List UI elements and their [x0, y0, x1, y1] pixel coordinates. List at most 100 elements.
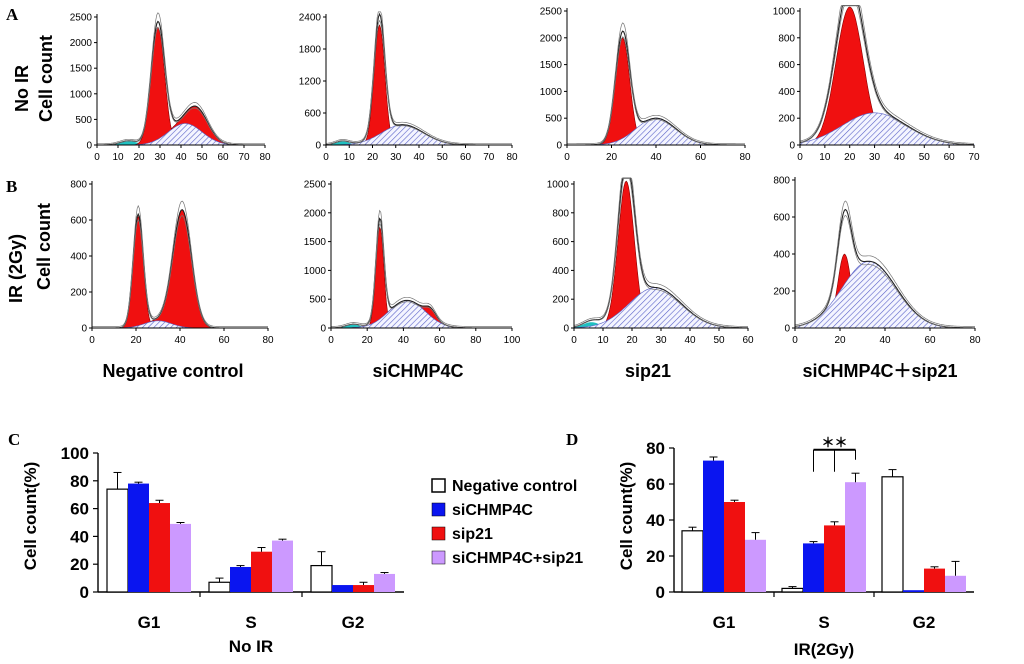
- y-tick-label: 20: [70, 555, 89, 574]
- bar-charts: 0 20 40 60 80 100 G1 S G2 Cell count(%) No IR 0 20 40…: [21, 435, 974, 659]
- y-tick-label: 400: [778, 87, 795, 98]
- bar-chart-C: 0 20 40 60 80 100 G1 S G2 Cell count(%) No IR: [21, 444, 404, 656]
- bar: [924, 568, 945, 592]
- x-tick-label: 0: [564, 152, 570, 163]
- x-tick-label: 0: [792, 335, 798, 346]
- x-tick-label: 0: [94, 152, 100, 163]
- y-tick-label: 1200: [299, 77, 322, 88]
- bar: [681, 530, 704, 593]
- y-tick-label: 0: [320, 324, 326, 335]
- y-tick-label: 2000: [70, 38, 93, 49]
- bar: [149, 503, 170, 592]
- y-tick-label: 2500: [304, 180, 327, 191]
- bar: [881, 476, 904, 593]
- y-tick-label: 1000: [540, 87, 563, 98]
- legend-label-negative-control: Negative control: [452, 478, 577, 495]
- x-tick-label: 80: [739, 152, 751, 163]
- y-tick-label: 0: [315, 141, 321, 152]
- y-tick-label: 600: [70, 216, 87, 227]
- x-tick-label: 50: [713, 335, 725, 346]
- bar: [903, 590, 924, 592]
- x-tick-label: 60: [695, 152, 707, 163]
- x-tick-label: 80: [969, 335, 981, 346]
- y-tick-label: 600: [778, 60, 795, 71]
- x-tick-label: 0: [323, 152, 329, 163]
- x-tick-label: 80: [259, 152, 271, 163]
- y-tick-label: 2400: [299, 13, 322, 24]
- histogram-2: 0 600 1200 1800 2400 0 10 20 30 40 50 60 70 80: [299, 11, 518, 163]
- legend-swatch-sichmp4c: [431, 502, 446, 517]
- y-tick-label: 2000: [540, 33, 563, 44]
- y-tick-label: 200: [70, 288, 87, 299]
- histogram-fit-line: [325, 12, 512, 146]
- s-phase-area: [573, 287, 749, 329]
- y-tick-label: 400: [552, 266, 569, 277]
- y-tick-label: 200: [778, 114, 795, 125]
- x-tick-label: 100: [504, 335, 521, 346]
- x-tick-label: 60: [460, 152, 472, 163]
- histogram-5: 0 200 400 600 800 0 20 40 60 80: [70, 180, 274, 347]
- histogram-fit-line: [331, 209, 512, 327]
- x-tick-label: 70: [238, 152, 250, 163]
- y-tick-label: 1500: [304, 237, 327, 248]
- legend-label-sip21: sip21: [452, 526, 493, 543]
- row-label-ir: IR (2Gy): [6, 234, 26, 303]
- row-label-cell-count-b: Cell count: [34, 203, 54, 290]
- y-tick-label: 0: [789, 141, 795, 152]
- x-tick-label: 40: [684, 335, 696, 346]
- panel-label-c: C: [8, 430, 20, 449]
- row-label-cell-count-a: Cell count: [36, 35, 56, 122]
- bar: [353, 585, 374, 592]
- y-tick-label: 0: [784, 324, 790, 335]
- histogram-3: 0 500 1000 1500 2000 2500 0 20 40 60 80: [540, 7, 751, 164]
- histogram-4: 0 200 400 600 800 1000 0 10 20 30 40 50 60 70: [773, 5, 980, 163]
- x-tick-label: 30: [390, 152, 402, 163]
- y-tick-label: 800: [778, 33, 795, 44]
- y-tick-label: 20: [646, 547, 665, 566]
- legend-label-combo: siCHMP4C+sip21: [452, 550, 583, 567]
- s-phase-area: [567, 117, 745, 146]
- category-label: S: [818, 613, 829, 632]
- y-tick-label: 600: [304, 109, 321, 120]
- y-tick-label: 500: [75, 115, 92, 126]
- bar: [745, 539, 766, 592]
- histogram-1: 0 500 1000 1500 2000 2500 0 10 20 30 40 50 60 70 80: [70, 12, 271, 163]
- legend-swatch-negative-control: [431, 478, 446, 493]
- bar: [945, 575, 966, 592]
- x-tick-label: 20: [130, 335, 142, 346]
- x-tick-label: 40: [398, 335, 410, 346]
- legend-swatch-combo: [431, 550, 446, 565]
- bar: [724, 502, 745, 592]
- y-tick-label: 0: [81, 324, 87, 335]
- x-tick-label: 20: [844, 152, 856, 163]
- y-tick-label: 80: [70, 472, 89, 491]
- histogram-fit-line: [325, 19, 512, 146]
- column-label-negative-control: Negative control: [102, 361, 243, 381]
- histogram-6: 0 500 1000 1500 2000 2500 0 20 40 60 80 100: [304, 180, 521, 347]
- x-tick-label: 30: [154, 152, 166, 163]
- y-tick-label: 60: [70, 500, 89, 519]
- bar: [170, 523, 191, 592]
- y-axis-label: Cell count(%): [617, 462, 636, 571]
- bar: [332, 585, 353, 592]
- y-tick-label: 80: [646, 439, 665, 458]
- x-tick-label: 60: [218, 335, 230, 346]
- bar: [310, 564, 333, 593]
- bar: [106, 488, 129, 593]
- bar: [272, 540, 293, 592]
- histogram-fit-line: [92, 200, 268, 327]
- category-label: G1: [713, 613, 736, 632]
- x-tick-label: 10: [344, 152, 356, 163]
- x-tick-label: 60: [434, 335, 446, 346]
- x-tick-label: 0: [89, 335, 95, 346]
- y-tick-label: 600: [552, 237, 569, 248]
- histogram-fit-line: [573, 177, 748, 327]
- x-tick-label: 0: [797, 152, 803, 163]
- y-tick-label: 200: [773, 287, 790, 298]
- column-label-sichmp4c: siCHMP4C: [372, 361, 463, 381]
- y-tick-label: 0: [86, 141, 92, 152]
- bar: [803, 543, 824, 592]
